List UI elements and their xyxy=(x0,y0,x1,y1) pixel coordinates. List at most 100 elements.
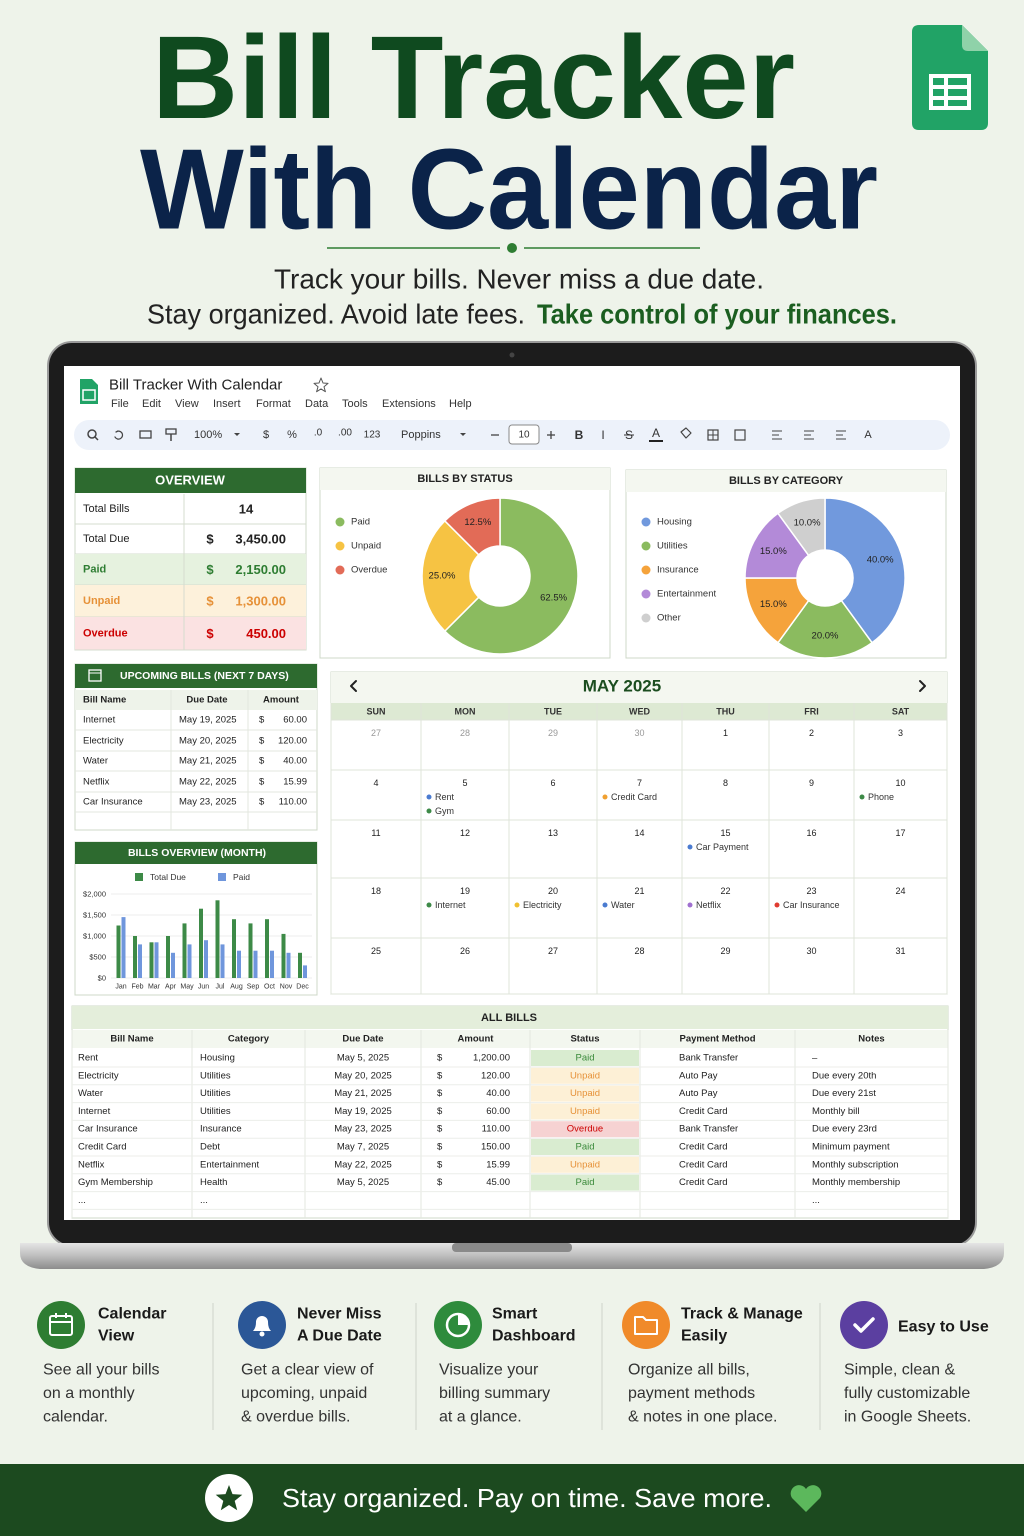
overview-label: Total Bills xyxy=(83,503,130,515)
menu-item: Edit xyxy=(142,398,161,410)
fill-icon xyxy=(680,427,692,439)
currency: $ xyxy=(206,562,214,577)
bill-name: Netflix xyxy=(78,1159,105,1170)
currency: $ xyxy=(259,756,265,767)
panel-header xyxy=(320,468,610,490)
bar xyxy=(133,936,137,978)
status-fill xyxy=(531,1103,639,1120)
day-number: 12 xyxy=(460,828,470,838)
toolbar-button: % xyxy=(287,429,297,441)
bar xyxy=(248,923,253,978)
menu-item: View xyxy=(175,398,199,410)
notes: ... xyxy=(812,1195,820,1206)
day-number: 16 xyxy=(806,828,816,838)
bar xyxy=(171,952,175,978)
bill-name: Internet xyxy=(78,1106,111,1117)
currency: $ xyxy=(437,1142,443,1153)
column-label: Payment Method xyxy=(679,1034,755,1045)
amount: 60.00 xyxy=(486,1106,510,1117)
category: ... xyxy=(200,1195,208,1206)
feature-title: Calendar xyxy=(98,1306,166,1323)
notes: Monthly bill xyxy=(812,1106,860,1117)
menu-item: File xyxy=(111,398,129,410)
amount: 45.00 xyxy=(486,1177,510,1188)
y-tick-label: $0 xyxy=(98,974,106,983)
amount: 60.00 xyxy=(283,715,307,726)
pie-slice xyxy=(824,497,906,644)
status: Unpaid xyxy=(570,1088,600,1099)
event-dot xyxy=(687,844,693,850)
status-fill xyxy=(531,1139,639,1155)
bill-name: Water xyxy=(78,1088,103,1099)
category: Housing xyxy=(200,1053,235,1064)
footer-band xyxy=(0,1464,1024,1536)
merge-icon xyxy=(734,429,746,441)
payment-method: Credit Card xyxy=(679,1142,728,1153)
calendar-month: MAY 2025 xyxy=(583,677,661,696)
amount: 120.00 xyxy=(278,736,307,747)
overview-value: 450.00 xyxy=(246,626,286,641)
heart-icon xyxy=(790,1485,822,1512)
feature-title: A Due Date xyxy=(297,1328,382,1345)
legend-label: Paid xyxy=(351,517,370,528)
day-number: 29 xyxy=(548,728,558,738)
day-number: 5 xyxy=(462,778,467,788)
event-label: Credit Card xyxy=(611,792,657,802)
x-tick-label: Dec xyxy=(296,984,309,991)
x-tick-label: Jun xyxy=(198,984,209,991)
day-number: 10 xyxy=(895,778,905,788)
status-fill xyxy=(531,1085,639,1102)
event-label: Car Payment xyxy=(696,842,749,852)
amount: 150.00 xyxy=(481,1142,510,1153)
dropdown xyxy=(234,433,240,436)
pie-slice xyxy=(444,497,579,655)
category: Utilities xyxy=(200,1106,231,1117)
calendar-header xyxy=(331,672,947,703)
bill-name: Internet xyxy=(83,715,116,726)
feature-badge xyxy=(37,1301,85,1349)
column-header xyxy=(72,1030,948,1048)
day-number: 20 xyxy=(548,886,558,896)
legend-swatch xyxy=(641,565,651,575)
sheets-icon-grid xyxy=(82,389,96,401)
category: Health xyxy=(200,1177,227,1188)
day-number: 25 xyxy=(371,946,381,956)
bar xyxy=(215,900,220,978)
currency: $ xyxy=(437,1124,443,1135)
day-number: 21 xyxy=(634,886,644,896)
event-label: Internet xyxy=(435,900,466,910)
panel-title: UPCOMING BILLS (NEXT 7 DAYS) xyxy=(120,670,289,682)
sheets-logo-fold xyxy=(962,25,988,51)
day-number: 7 xyxy=(637,778,642,788)
slice-label: 10.0% xyxy=(794,517,821,528)
event-label: Phone xyxy=(868,792,894,802)
bar xyxy=(237,950,241,978)
tagline: Track your bills. Never miss a due date. xyxy=(274,264,764,295)
legend-swatch xyxy=(218,873,226,881)
due-date: May 22, 2025 xyxy=(334,1159,392,1170)
search-icon xyxy=(87,429,97,439)
bill-name: Netflix xyxy=(83,777,110,788)
column-label: Due Date xyxy=(342,1034,383,1045)
status: Unpaid xyxy=(570,1106,600,1117)
sheets-icon xyxy=(80,379,98,404)
slice-label: 12.5% xyxy=(464,517,491,528)
category: Utilities xyxy=(200,1088,231,1099)
day-number: 13 xyxy=(548,828,558,838)
toolbar-button: I xyxy=(601,428,604,442)
pie-slice xyxy=(777,497,826,557)
legend-label: Unpaid xyxy=(351,541,381,552)
day-number: 2 xyxy=(809,728,814,738)
legend-label: Utilities xyxy=(657,541,688,552)
toolbar-button: B xyxy=(575,428,584,442)
toolbar-button: $ xyxy=(263,429,269,441)
column-label: Due Date xyxy=(186,695,227,706)
currency: $ xyxy=(437,1177,443,1188)
day-number: 27 xyxy=(548,946,558,956)
event-label: Gym xyxy=(435,806,454,816)
pie-slice xyxy=(444,497,501,556)
feature-icon xyxy=(49,1315,73,1336)
feature-text: Get a clear view of xyxy=(241,1362,374,1379)
bar xyxy=(265,919,269,978)
toolbar-button: A xyxy=(652,426,660,440)
